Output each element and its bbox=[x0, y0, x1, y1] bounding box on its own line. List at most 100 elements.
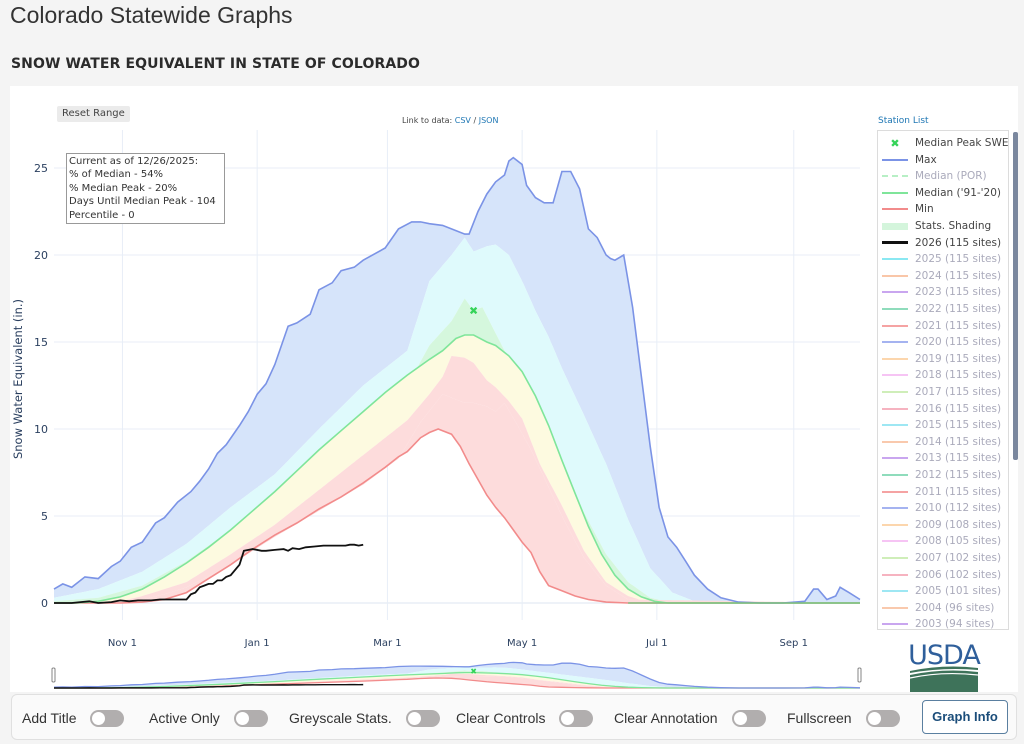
range-slider[interactable]: ✖ bbox=[51, 661, 862, 689]
legend-item[interactable]: 2018 (115 sites) bbox=[882, 367, 1001, 383]
legend-label: Stats. Shading bbox=[915, 220, 992, 232]
legend-swatch bbox=[882, 457, 908, 460]
legend-label: 2019 (115 sites) bbox=[915, 352, 1002, 365]
x-marker-icon: ✖ bbox=[890, 136, 900, 150]
legend-item[interactable]: 2006 (102 sites) bbox=[882, 567, 1001, 583]
active-only-control: Active Only bbox=[149, 695, 268, 741]
legend-item[interactable]: Median ('91-'20) bbox=[882, 185, 1001, 201]
annotation-line: Days Until Median Peak - 104 bbox=[69, 196, 216, 208]
json-link[interactable]: JSON bbox=[478, 116, 499, 125]
median-to-p30-band bbox=[54, 672, 860, 688]
x-tick-label: Sep 1 bbox=[780, 638, 808, 649]
graph-info-button[interactable]: Graph Info bbox=[922, 700, 1008, 734]
y-tick-label: 15 bbox=[34, 336, 48, 349]
range-line-layer bbox=[53, 661, 861, 689]
median-peak-marker: ✖ bbox=[469, 305, 478, 318]
data-link: Link to data: CSV / JSON bbox=[402, 116, 498, 125]
median-line bbox=[54, 671, 860, 689]
legend-item[interactable]: 2008 (105 sites) bbox=[882, 533, 1001, 549]
legend-item[interactable]: 2003 (94 sites) bbox=[882, 616, 994, 629]
fullscreen-toggle[interactable] bbox=[865, 709, 900, 727]
csv-link[interactable]: CSV bbox=[454, 116, 471, 125]
legend-item[interactable]: 2016 (115 sites) bbox=[882, 401, 1001, 417]
legend-item[interactable]: 2024 (115 sites) bbox=[882, 268, 1001, 284]
legend-swatch bbox=[882, 474, 908, 476]
range-peak-marker: ✖ bbox=[470, 667, 477, 676]
legend-label: 2022 (115 sites) bbox=[915, 303, 1002, 315]
legend-item[interactable]: 2012 (115 sites) bbox=[882, 467, 1001, 483]
legend-label: 2016 (115 sites) bbox=[915, 402, 1002, 415]
add-title-toggle[interactable] bbox=[90, 709, 125, 727]
legend-item[interactable]: 2013 (115 sites) bbox=[882, 450, 1001, 466]
max-to-p90-band bbox=[54, 157, 860, 603]
legend-label: 2010 (112 sites) bbox=[915, 502, 1002, 515]
legend-swatch bbox=[882, 291, 908, 294]
legend-swatch bbox=[882, 258, 908, 261]
legend-label: 2012 (115 sites) bbox=[915, 469, 1002, 481]
reset-range-button[interactable]: Reset Range bbox=[57, 106, 130, 122]
legend-label: 2005 (101 sites) bbox=[915, 585, 1002, 598]
series-line-layer bbox=[53, 156, 861, 604]
legend-swatch bbox=[882, 374, 908, 377]
legend-item[interactable]: 2005 (101 sites) bbox=[882, 583, 1001, 599]
x-tick-label: Nov 1 bbox=[108, 638, 137, 649]
legend-swatch bbox=[882, 274, 908, 277]
legend-item[interactable]: 2025 (115 sites) bbox=[882, 251, 1001, 267]
legend-swatch bbox=[882, 440, 908, 443]
legend-item[interactable]: Median (POR) bbox=[882, 168, 987, 184]
legend-scrollbar[interactable] bbox=[1013, 132, 1018, 460]
max-line bbox=[53, 661, 861, 689]
legend-item[interactable]: 2019 (115 sites) bbox=[882, 351, 1001, 367]
legend-item[interactable]: 2015 (115 sites) bbox=[882, 417, 1001, 433]
legend-item[interactable]: 2021 (115 sites) bbox=[882, 318, 1001, 334]
legend-swatch bbox=[882, 623, 908, 626]
usda-logo-text: USDA bbox=[908, 640, 981, 671]
legend[interactable]: ✖ Median Peak SWE Max Median (POR) Median ('… bbox=[877, 130, 1009, 630]
legend-item[interactable]: Max bbox=[882, 152, 937, 168]
legend-item[interactable]: 2011 (115 sites) bbox=[882, 484, 1001, 500]
greyscale-toggle[interactable] bbox=[405, 709, 440, 727]
clear-annotation-toggle[interactable] bbox=[731, 709, 766, 727]
marker-layer: ✖ bbox=[469, 305, 478, 318]
median-to-p30-band bbox=[54, 335, 860, 603]
station-list-link[interactable]: Station List bbox=[878, 116, 929, 126]
legend-label: 2023 (115 sites) bbox=[915, 286, 1002, 299]
legend-label: Max bbox=[915, 153, 937, 166]
legend-label: 2017 (115 sites) bbox=[915, 386, 1002, 398]
legend-swatch bbox=[882, 573, 908, 576]
x-tick-label: Mar 1 bbox=[373, 638, 401, 649]
legend-item[interactable]: 2023 (115 sites) bbox=[882, 284, 1001, 300]
legend-item[interactable]: 2009 (108 sites) bbox=[882, 517, 1001, 533]
legend-swatch bbox=[882, 424, 908, 427]
legend-swatch bbox=[882, 158, 908, 161]
legend-swatch bbox=[882, 391, 908, 393]
legend-swatch bbox=[882, 191, 908, 194]
legend-label: 2020 (115 sites) bbox=[915, 336, 1002, 349]
legend-item[interactable]: ✖ Median Peak SWE bbox=[882, 135, 1008, 151]
active-only-toggle[interactable] bbox=[233, 709, 268, 727]
legend-item[interactable]: Min bbox=[882, 201, 934, 217]
annotation-line: % Median Peak - 20% bbox=[69, 182, 178, 194]
legend-swatch bbox=[882, 208, 908, 211]
legend-item[interactable]: 2007 (102 sites) bbox=[882, 550, 1001, 566]
legend-item[interactable]: 2004 (96 sites) bbox=[882, 600, 994, 616]
page-title: Colorado Statewide Graphs bbox=[10, 2, 293, 28]
legend-item[interactable]: 2022 (115 sites) bbox=[882, 301, 1001, 317]
legend-item[interactable]: 2010 (112 sites) bbox=[882, 500, 1001, 516]
clear-controls-toggle[interactable] bbox=[559, 709, 594, 727]
legend-swatch bbox=[882, 540, 908, 543]
annotation-line: Percentile - 0 bbox=[69, 209, 135, 221]
legend-item[interactable]: 2014 (115 sites) bbox=[882, 434, 1001, 450]
legend-item[interactable]: 2026 (115 sites) bbox=[882, 235, 1001, 251]
legend-item[interactable]: Stats. Shading bbox=[882, 218, 991, 234]
y-tick-label: 5 bbox=[41, 510, 48, 523]
legend-item[interactable]: 2020 (115 sites) bbox=[882, 334, 1001, 350]
fullscreen-label: Fullscreen bbox=[787, 710, 852, 726]
clear-controls-label: Clear Controls bbox=[456, 710, 546, 726]
legend-item[interactable]: 2017 (115 sites) bbox=[882, 384, 1001, 400]
p10-to-min-band bbox=[54, 394, 860, 603]
legend-label: Min bbox=[915, 203, 934, 216]
legend-swatch bbox=[882, 590, 908, 593]
add-title-label: Add Title bbox=[22, 710, 77, 726]
